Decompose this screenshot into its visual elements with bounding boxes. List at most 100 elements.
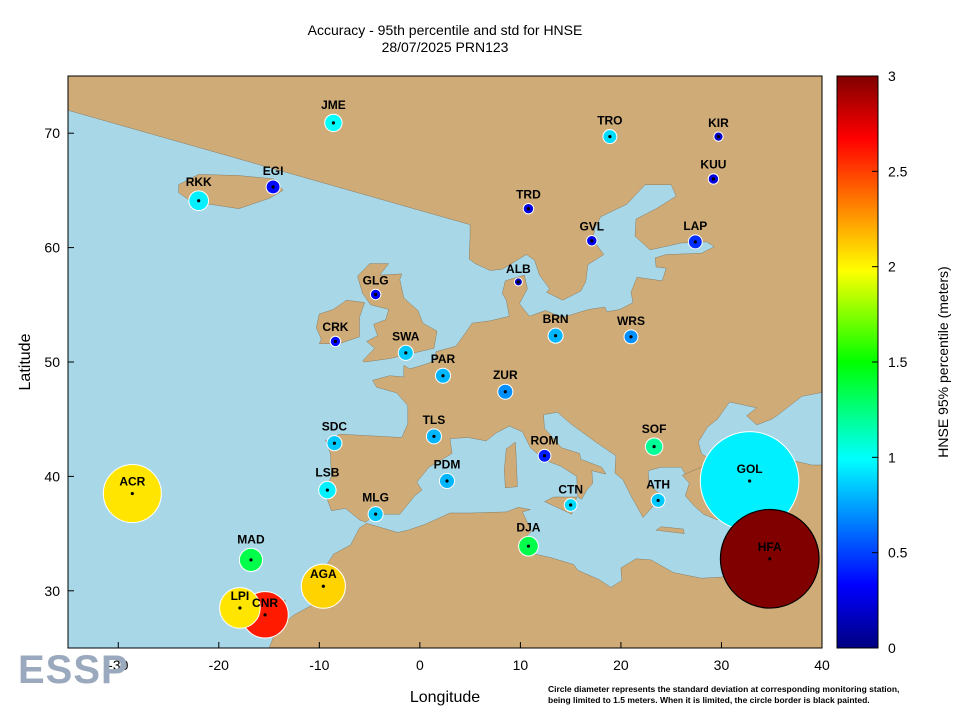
x-tick-label: 10 [513,657,529,673]
colorbar-gradient [836,75,879,649]
y-tick-label: 40 [44,468,60,484]
station-dot-mad [249,558,253,562]
land-corsica-sardinia [504,441,518,489]
station-label-aga: AGA [310,567,337,581]
y-tick-label: 30 [44,583,60,599]
station-dot-lpi [238,606,242,610]
y-axis-label: Latitude [17,333,34,390]
station-label-zur: ZUR [493,368,518,382]
station-label-jme: JME [321,98,346,112]
station-dot-hfa [768,557,772,561]
station-dot-rkk [197,199,201,203]
land-great-britain [357,263,438,363]
x-tick-label: 20 [613,657,629,673]
footnote-line-1: Circle diameter represents the standard … [548,684,900,694]
colorbar-ticks: 0 0.5 1 1.5 2 2.5 3 [872,68,908,656]
station-label-glg: GLG [363,273,389,287]
x-axis-ticks: -30 -20 -10 0 10 20 30 40 [108,642,830,673]
station-label-kuu: KUU [700,158,726,172]
station-label-swa: SWA [392,329,420,343]
y-tick-label: 50 [44,354,60,370]
station-dot-ctn [569,503,573,507]
station-dot-tro [608,135,612,139]
station-label-egi: EGI [263,164,284,178]
station-dot-crk [333,339,338,344]
x-tick-label: 30 [714,657,730,673]
station-dot-par [441,374,445,378]
station-label-pdm: PDM [434,457,461,471]
station-label-brn: BRN [543,312,569,326]
station-dot-trd [526,207,531,211]
station-dot-dja [526,544,531,548]
station-label-wrs: WRS [617,314,645,328]
station-dot-ath [656,498,660,503]
y-tick-label: 70 [44,125,60,141]
station-label-lap: LAP [683,219,707,233]
station-label-cnr: CNR [252,596,278,610]
station-label-alb: ALB [506,262,531,276]
station-label-ath: ATH [646,477,670,491]
station-label-trd: TRD [516,187,541,201]
station-label-sof: SOF [642,422,667,436]
station-label-gol: GOL [737,462,763,476]
station-label-rkk: RKK [186,175,212,189]
station-dot-brn [553,334,558,338]
colorbar-tick-label: 1 [888,449,896,465]
station-dot-swa [404,351,408,355]
land-mainland [68,76,822,523]
station-dot-lsb [325,488,329,492]
station-dot-sdc [332,441,337,445]
station-dot-egi [271,185,275,189]
land-crete [655,526,685,534]
essp-logo: ESSP [18,648,129,692]
station-label-ctn: CTN [558,483,583,497]
colorbar-tick-label: 0.5 [888,545,908,561]
y-tick-label: 60 [44,240,60,256]
station-dot-acr [130,491,134,496]
station-label-par: PAR [431,352,456,366]
map-area: JME TRO KIR EGI RKK KUU TRD GVL LAP ALB GLG CRK BRN W… [68,76,822,648]
colorbar-label: HNSE 95% percentile (meters) [935,266,951,457]
station-dot-rom [542,454,547,458]
colorbar: 0 0.5 1 1.5 2 2.5 3 HNSE 95% percentile (meter… [836,68,951,656]
station-dot-lap [693,240,697,244]
x-axis-label: Longitude [410,689,480,706]
colorbar-tick-label: 0 [888,640,896,656]
x-tick-label: -10 [309,657,329,673]
station-label-lpi: LPI [231,589,250,603]
station-label-mad: MAD [237,532,265,546]
chart-subtitle: 28/07/2025 PRN123 [381,39,509,55]
station-dot-mlg [374,512,378,516]
station-dot-alb [516,280,520,284]
x-tick-label: 0 [416,657,424,673]
chart-title: Accuracy - 95th percentile and std for H… [307,22,583,38]
station-dot-kir [716,135,721,139]
station-dot-tls [432,434,436,438]
station-label-tro: TRO [597,114,622,128]
colorbar-tick-label: 2 [888,259,896,275]
station-label-acr: ACR [119,475,145,489]
station-dot-glg [374,292,378,297]
station-dot-aga [321,584,325,588]
station-dot-wrs [629,335,633,339]
station-label-lsb: LSB [315,465,339,479]
colorbar-tick-label: 2.5 [888,163,908,179]
station-label-crk: CRK [322,320,348,334]
station-dot-pdm [445,479,449,483]
station-label-gvl: GVL [579,220,604,234]
station-label-dja: DJA [516,520,540,534]
y-axis-ticks: 30 40 50 60 70 [44,125,74,599]
station-label-mlg: MLG [362,491,389,505]
station-label-hfa: HFA [758,540,782,554]
footnote: Circle diameter represents the standard … [548,684,958,706]
station-dot-gol [748,479,752,483]
station-label-rom: ROM [531,433,559,447]
x-tick-label: -20 [209,657,229,673]
x-tick-label: 40 [814,657,830,673]
station-dot-jme [331,121,336,125]
colorbar-tick-label: 1.5 [888,354,908,370]
x-tick-label: -30 [108,657,128,673]
station-circles: JME TRO KIR EGI RKK KUU TRD GVL LAP ALB GLG CRK BRN W… [102,98,820,639]
station-dot-kuu [711,177,716,181]
footnote-line-2: being limited to 1.5 meters. When it is … [548,695,870,705]
